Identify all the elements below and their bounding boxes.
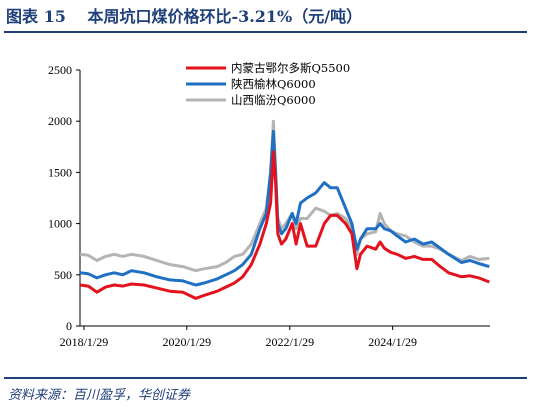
x-tick-label: 2022/1/29 <box>265 335 314 349</box>
y-tick-label: 2000 <box>48 114 72 128</box>
figure-label: 图表 <box>6 7 39 26</box>
figure-title: 图表 15 本周坑口煤价格环比-3.21%（元/吨） <box>6 3 529 27</box>
y-tick-label: 1000 <box>48 217 72 231</box>
y-tick-label: 0 <box>66 319 72 333</box>
y-tick-label: 2500 <box>48 63 72 77</box>
x-tick-label: 2024/1/29 <box>368 335 417 349</box>
title-divider <box>4 31 527 33</box>
legend-label: 山西临汾Q6000 <box>231 93 316 107</box>
figure-number: 15 <box>43 7 66 26</box>
line-chart: 0 500 1000 1500 2000 2500 2018/1/29 2020/1/29 20… <box>48 61 490 349</box>
series-layer <box>79 119 490 300</box>
y-tick-label: 1500 <box>48 165 72 179</box>
series-line-2 <box>79 129 490 287</box>
axes: 0 500 1000 1500 2000 2500 2018/1/29 2020/1/29 20… <box>48 63 490 349</box>
x-tick-label: 2020/1/29 <box>162 335 211 349</box>
series-line-3 <box>79 119 490 273</box>
source-note: 资料来源：百川盈孚，华创证券 <box>8 388 191 403</box>
legend-label: 陕西榆林Q6000 <box>231 77 316 91</box>
legend: 内蒙古鄂尔多斯Q5500 陕西榆林Q6000 山西临汾Q6000 <box>186 61 350 107</box>
legend-label: 内蒙古鄂尔多斯Q5500 <box>231 61 350 75</box>
series-line-1 <box>79 150 490 300</box>
figure-title-text: 本周坑口煤价格环比-3.21%（元/吨） <box>87 7 363 26</box>
y-tick-label: 500 <box>54 268 72 282</box>
source-divider <box>4 377 527 379</box>
x-tick-label: 2018/1/29 <box>60 335 109 349</box>
